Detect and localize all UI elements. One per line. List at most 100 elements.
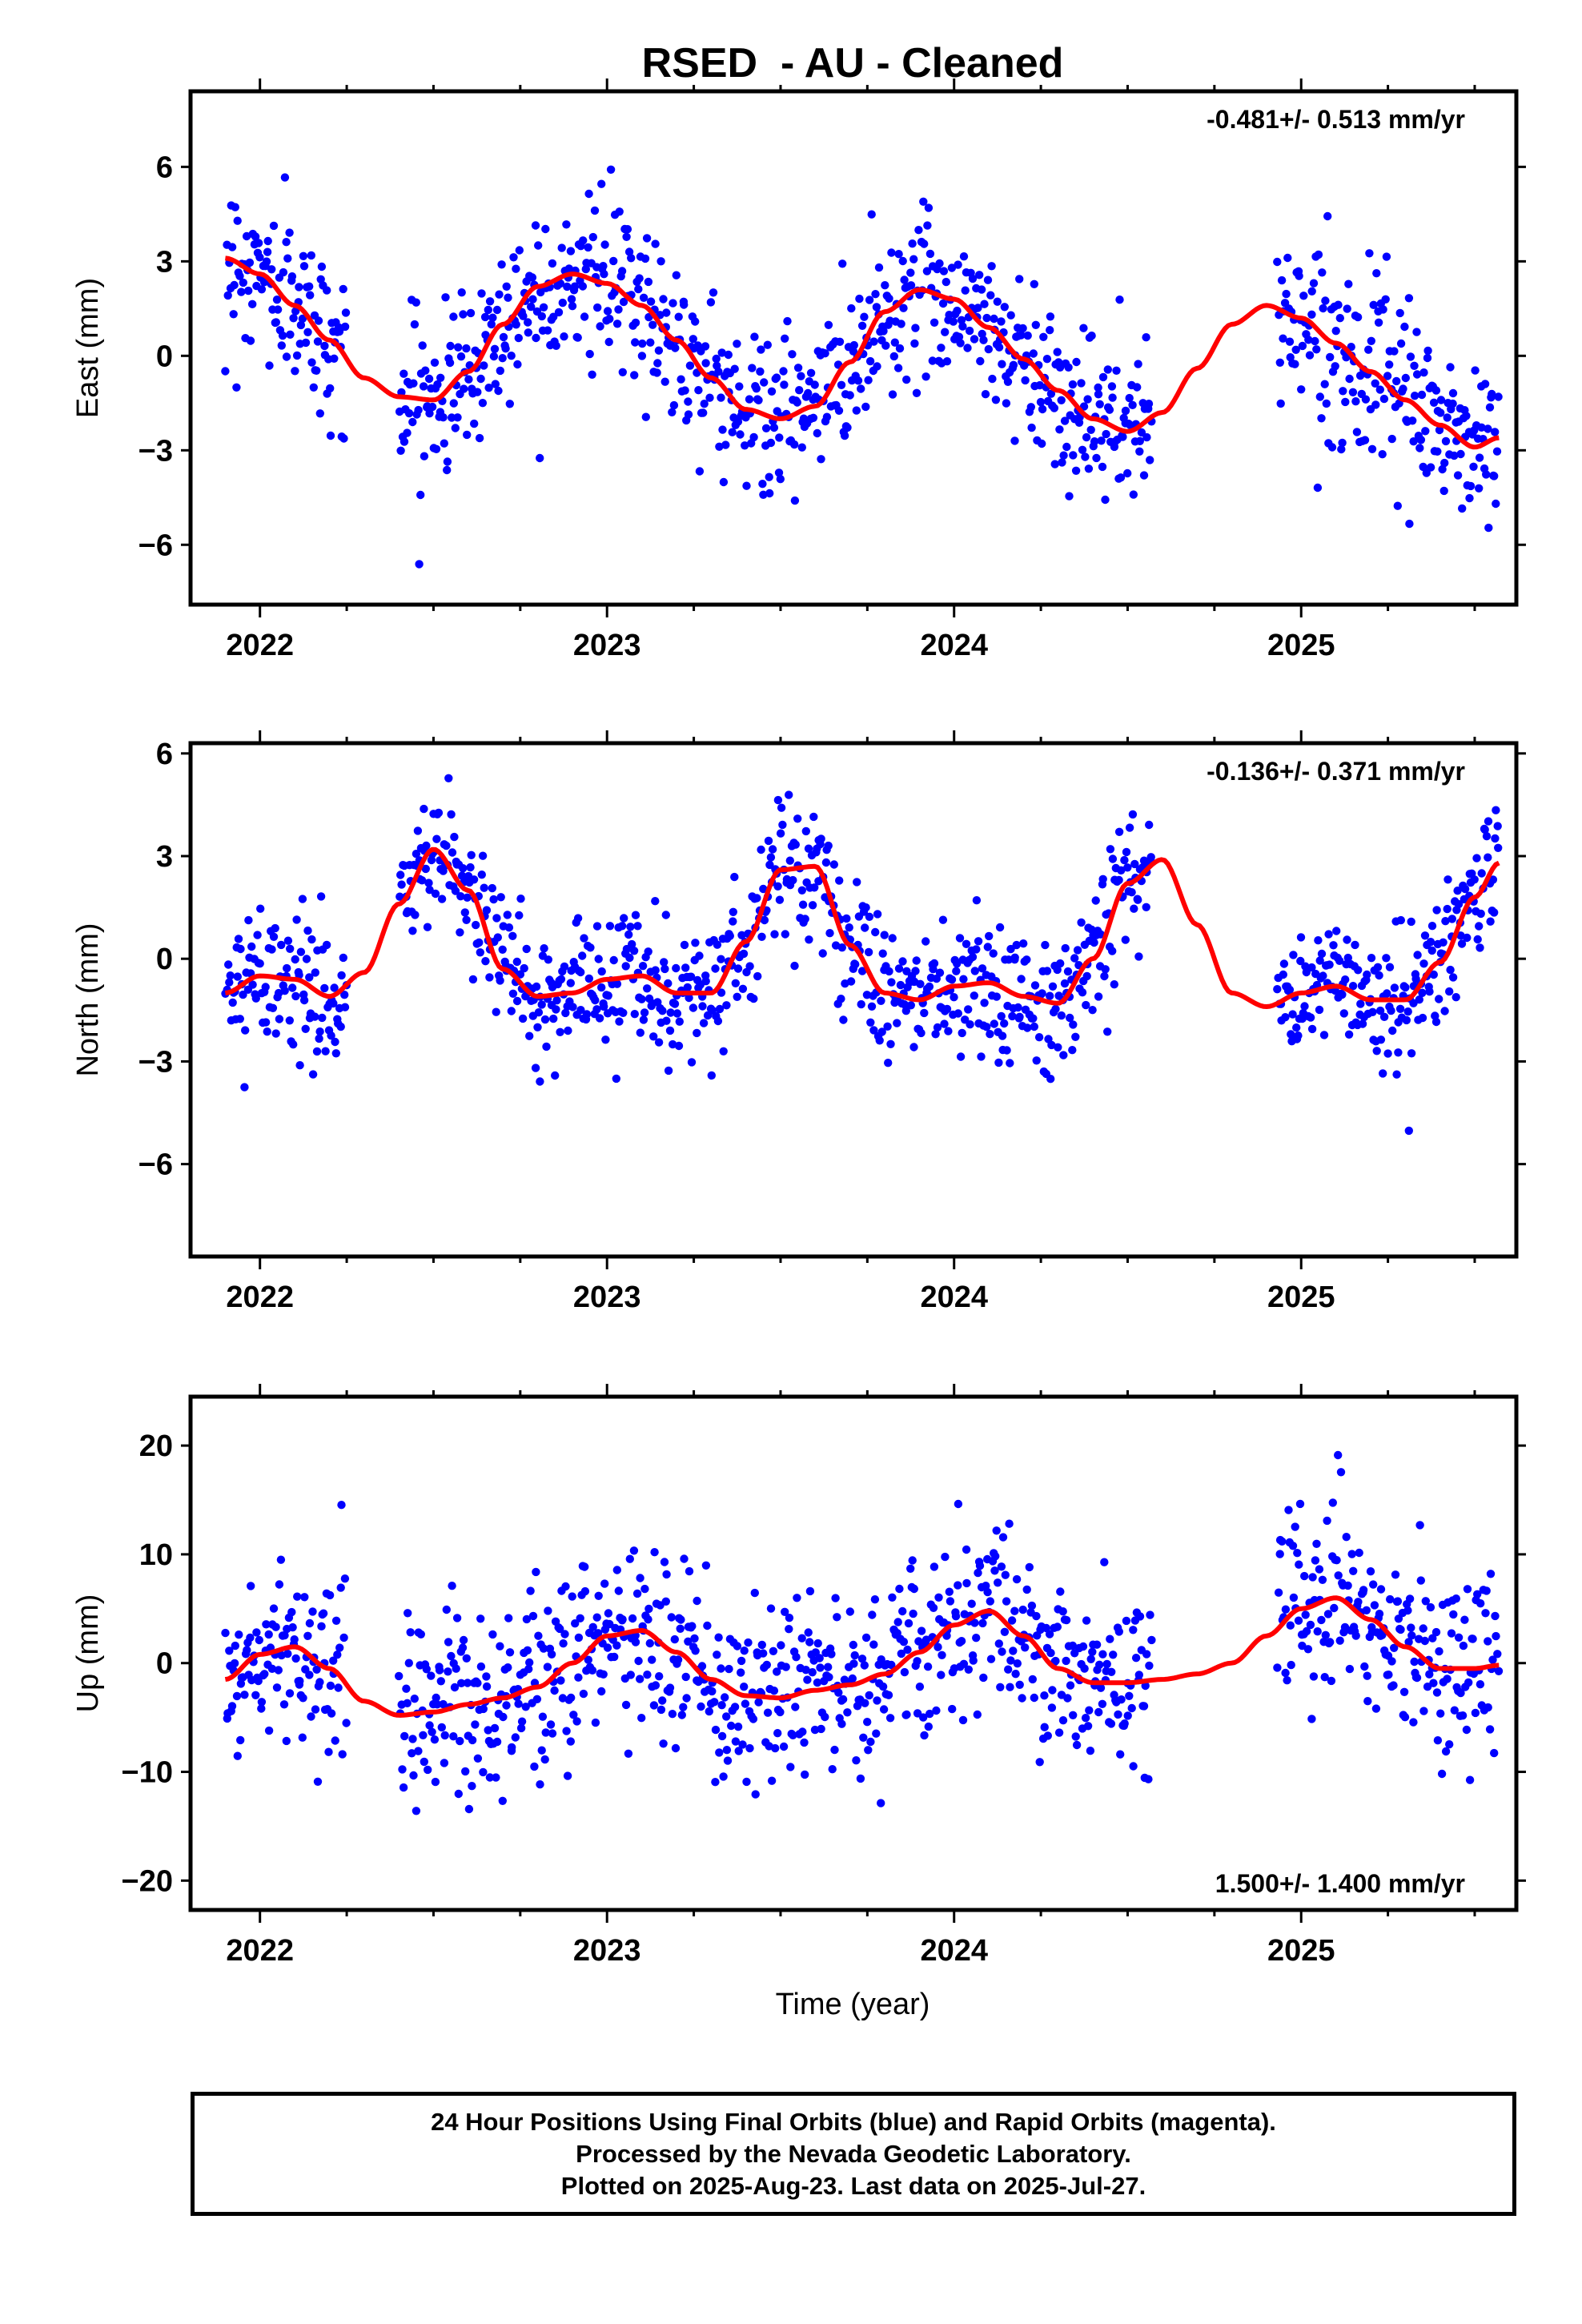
east-point <box>1440 458 1449 468</box>
east-point <box>1361 395 1371 404</box>
up-point <box>1306 1620 1315 1630</box>
north-point <box>1373 963 1383 972</box>
north-point <box>605 922 615 931</box>
north-point <box>286 944 295 954</box>
north-point <box>226 971 235 980</box>
up-point <box>1407 1631 1416 1640</box>
north-point <box>1281 1013 1290 1022</box>
east-point <box>724 350 733 360</box>
east-model-curve <box>225 255 1500 450</box>
up-point <box>539 1644 548 1653</box>
up-point <box>828 1765 837 1774</box>
up-point <box>562 1727 571 1735</box>
north-point <box>504 923 514 932</box>
up-point <box>636 1574 644 1582</box>
north-point <box>225 978 234 987</box>
up-point <box>766 1604 776 1613</box>
north-point <box>327 1031 335 1040</box>
north-point <box>1385 963 1395 971</box>
east-point <box>857 321 867 330</box>
north-point <box>637 995 646 1003</box>
up-point <box>567 1693 576 1703</box>
east-point <box>817 455 825 464</box>
north-point <box>664 1066 673 1076</box>
up-point <box>233 1751 242 1760</box>
east-point <box>1107 382 1117 391</box>
north-point <box>1418 1013 1427 1023</box>
north-point <box>989 949 998 958</box>
east-point <box>439 413 448 422</box>
east-point <box>1038 404 1047 414</box>
east-point <box>596 322 604 331</box>
east-point <box>272 296 282 304</box>
north-point <box>808 901 817 910</box>
up-point <box>485 1773 495 1782</box>
north-point <box>773 882 782 891</box>
up-point <box>804 1628 813 1637</box>
up-point <box>459 1635 468 1645</box>
north-point <box>340 1003 350 1011</box>
east-point <box>414 405 423 415</box>
north-point <box>537 1000 546 1009</box>
up-point <box>280 1630 289 1640</box>
north-point <box>492 1007 500 1016</box>
north-point <box>330 983 339 992</box>
east-point <box>1327 443 1337 452</box>
north-point <box>909 1043 918 1051</box>
up-point <box>831 1594 840 1602</box>
up-point <box>331 1616 341 1626</box>
up-point <box>1488 1655 1497 1664</box>
up-point <box>1054 1728 1064 1737</box>
north-point <box>930 959 939 968</box>
north-point <box>711 964 720 973</box>
up-point <box>308 1607 317 1616</box>
east-point <box>524 318 532 327</box>
up-point <box>1409 1718 1418 1727</box>
north-point <box>518 1014 528 1023</box>
up-point <box>998 1533 1008 1542</box>
east-point <box>584 189 593 199</box>
up-point <box>975 1562 985 1570</box>
up-point <box>1443 1675 1452 1683</box>
up-point <box>508 1743 516 1752</box>
north-point <box>1130 859 1139 869</box>
up-point <box>408 1749 416 1758</box>
east-point <box>556 279 565 288</box>
east-point <box>622 232 631 241</box>
east-point <box>949 317 958 326</box>
up-point <box>1433 1736 1443 1745</box>
east-point <box>735 382 744 391</box>
up-point <box>857 1655 867 1663</box>
up-point <box>1494 1667 1504 1675</box>
east-point <box>926 249 935 259</box>
up-point <box>440 1731 449 1740</box>
east-point <box>563 282 572 292</box>
up-point <box>958 1715 968 1725</box>
north-point <box>952 967 961 975</box>
up-point <box>779 1742 789 1751</box>
up-point <box>420 1757 428 1767</box>
east-point <box>1029 349 1038 358</box>
up-point <box>422 1665 431 1674</box>
east-point <box>924 203 934 212</box>
east-point <box>502 282 511 291</box>
north-point <box>580 934 588 943</box>
north-point <box>1288 1010 1297 1019</box>
north-point <box>693 1028 701 1038</box>
up-point <box>1429 1679 1438 1687</box>
north-point <box>1392 1070 1401 1079</box>
up-point <box>522 1614 532 1624</box>
north-point <box>1054 1043 1062 1052</box>
up-point <box>1463 1585 1472 1594</box>
north-point <box>1082 1000 1090 1010</box>
east-point <box>1079 324 1088 332</box>
north-point <box>935 968 945 977</box>
up-point <box>705 1707 713 1716</box>
east-point <box>1068 380 1078 389</box>
up-point <box>329 1656 338 1665</box>
north-point <box>638 962 648 971</box>
north-point <box>594 955 603 963</box>
up-point <box>276 1555 286 1564</box>
up-point <box>1042 1623 1051 1633</box>
up-point <box>563 1771 572 1780</box>
